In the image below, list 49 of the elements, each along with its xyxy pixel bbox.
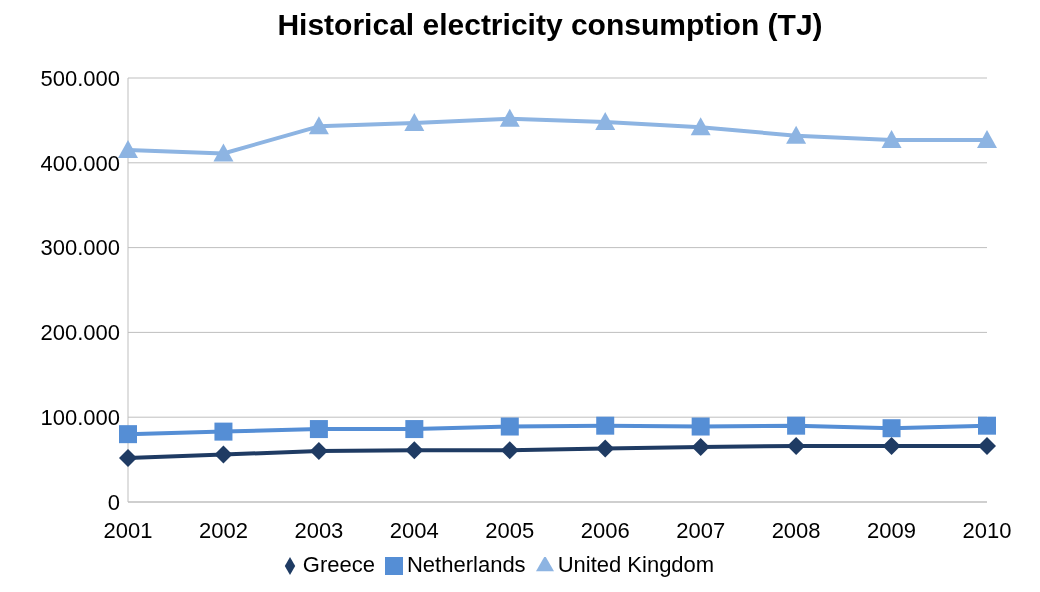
point — [405, 420, 424, 439]
y-tick-label: 0 — [107, 489, 120, 515]
point — [596, 416, 615, 435]
point — [308, 116, 329, 135]
y-tick-label: 200.000 — [40, 320, 120, 346]
y-tick-label: 400.000 — [40, 150, 120, 176]
x-tick-label: 2005 — [485, 517, 535, 543]
point — [690, 117, 711, 136]
point — [595, 112, 616, 131]
x-tick-label: 2002 — [198, 517, 248, 543]
x-tick-label: 2004 — [389, 517, 439, 543]
legend-label: Netherlands — [406, 552, 526, 577]
point — [786, 125, 807, 144]
x-tick-label: 2001 — [103, 517, 153, 543]
x-tick-label: 2009 — [867, 517, 917, 543]
point — [978, 416, 996, 435]
point — [405, 441, 424, 460]
point — [691, 437, 710, 456]
point — [881, 129, 902, 148]
point — [882, 437, 901, 456]
y-tick-label: 300.000 — [40, 235, 120, 261]
chart-title: Historical electricity consumption (TJ) — [276, 8, 824, 43]
legend-label: Greece — [302, 552, 375, 577]
point — [499, 108, 520, 127]
point — [691, 417, 710, 436]
point — [404, 112, 425, 131]
point — [978, 437, 996, 456]
point — [882, 419, 901, 438]
point — [309, 420, 328, 439]
point — [119, 425, 137, 444]
x-tick-label: 2007 — [676, 517, 726, 543]
point — [787, 416, 806, 435]
point — [500, 441, 519, 460]
point — [500, 417, 519, 436]
point — [118, 140, 138, 159]
point — [214, 422, 233, 441]
y-tick-label: 100.000 — [40, 405, 120, 431]
legend-label: United Kingdom — [557, 552, 715, 577]
point — [214, 445, 233, 464]
point — [309, 442, 328, 461]
point — [119, 448, 137, 467]
y-tick-label: 500.000 — [40, 65, 120, 91]
x-tick-label: 2006 — [580, 517, 630, 543]
point — [596, 439, 615, 458]
x-tick-label: 2010 — [962, 517, 1012, 543]
x-tick-label: 2008 — [771, 517, 821, 543]
point — [977, 129, 997, 148]
point — [213, 143, 234, 162]
x-tick-label: 2003 — [294, 517, 344, 543]
